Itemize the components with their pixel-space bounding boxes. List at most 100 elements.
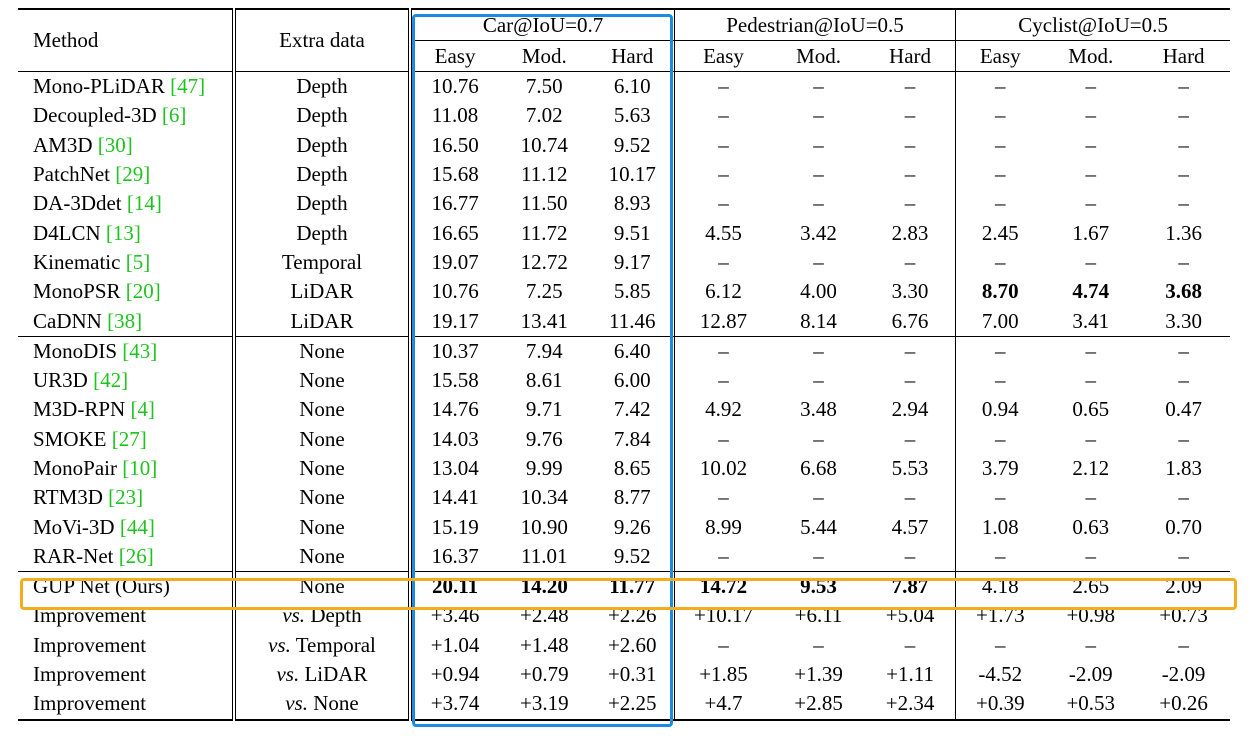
value-cell: – — [718, 191, 729, 216]
extra-data-value: None — [299, 426, 345, 451]
citation-link[interactable]: [5] — [125, 249, 151, 274]
table-row: Improvement vs. None +3.74 +3.19 +2.25 +4.7 +2… — [18, 689, 1230, 721]
value-cell: +3.74 — [410, 689, 498, 721]
citation-link[interactable]: [44] — [119, 514, 155, 539]
method-name: M3D-RPN — [33, 397, 131, 422]
method-name: Improvement — [33, 691, 147, 716]
header-row-1: Method Extra data Car@IoU=0.7 Pedestrian… — [18, 8, 1230, 72]
vs-label: vs. — [276, 662, 300, 687]
citation-link[interactable]: [23] — [108, 485, 144, 510]
extra-data-value: Depth — [296, 132, 348, 157]
table-row: MoVi-3D [44] None 15.19 10.90 9.26 8.99 5.44 4.… — [18, 512, 1230, 542]
table-row: Decoupled-3D [6] Depth 11.08 7.02 5.63 – – – – – – — [18, 101, 1230, 131]
value-cell: -2.09 — [1161, 662, 1206, 687]
method-name: Mono-PLiDAR — [33, 74, 171, 99]
value-cell: +0.79 — [520, 662, 569, 687]
value-cell: -4.52 — [978, 662, 1023, 687]
citation-link[interactable]: [20] — [125, 279, 161, 304]
table-row: Improvement vs. Temporal +1.04 +1.48 +2.60 – –… — [18, 630, 1230, 660]
citation-link[interactable]: [14] — [126, 191, 162, 216]
subheader-mod: Mod. — [1044, 40, 1138, 72]
value-cell: – — [995, 632, 1006, 657]
table-row: RTM3D [23] None 14.41 10.34 8.77 – – – – – – — [18, 483, 1230, 513]
table-row: Kinematic [5] Temporal 19.07 12.72 9.17 – – – – –… — [18, 247, 1230, 278]
subheader-hard: Hard — [590, 40, 675, 72]
method-name: CaDNN — [33, 308, 108, 333]
value-cell: 16.77 — [431, 191, 479, 216]
value-cell: – — [1178, 485, 1189, 510]
value-cell: 8.61 — [525, 368, 563, 393]
citation-link[interactable]: [47] — [170, 74, 206, 99]
value-cell: 4.18 — [955, 571, 1045, 602]
citation-link[interactable]: [29] — [115, 162, 151, 187]
value-cell: – — [813, 543, 824, 568]
extra-data-cell: None — [233, 453, 413, 484]
extra-data-cell: LiDAR — [233, 277, 413, 307]
method-name: SMOKE — [33, 426, 112, 451]
table-row: MonoPair [10] None 13.04 9.99 8.65 10.02 6.68 5… — [18, 453, 1230, 484]
method-cell: MonoPair [10] — [18, 453, 236, 484]
method-cell: MonoDIS [43] — [18, 335, 236, 366]
value-cell: 10.76 — [410, 71, 498, 102]
extra-data-cell: None — [233, 541, 413, 572]
citation-link[interactable]: [10] — [122, 456, 158, 480]
citation-link[interactable]: [43] — [122, 338, 158, 363]
citation-link[interactable]: [13] — [105, 220, 141, 245]
value-cell: 7.94 — [497, 335, 591, 366]
value-cell: – — [1085, 103, 1097, 128]
subheader-easy: Easy — [410, 40, 498, 72]
citation-link[interactable]: [4] — [130, 397, 155, 422]
value-cell: 7.42 — [590, 395, 675, 425]
value-cell: – — [995, 543, 1006, 568]
method-cell: Decoupled-3D [6] — [18, 101, 236, 131]
method-cell: CaDNN [38] — [18, 306, 236, 337]
method-cell: GUP Net (Ours) — [18, 571, 236, 602]
citation-link[interactable]: [38] — [107, 308, 143, 333]
table-row: Improvement vs. LiDAR +0.94 +0.79 +0.31 +1.85… — [18, 659, 1230, 690]
value-cell: 7.87 — [864, 571, 957, 602]
table-row: CaDNN [38] LiDAR 19.17 13.41 11.46 12.87 8.14 6… — [18, 306, 1230, 337]
car-header: Car@IoU=0.7 — [410, 8, 675, 41]
value-cell: 19.07 — [431, 249, 479, 274]
extra-data-cell: Depth — [233, 218, 413, 248]
value-cell: – — [813, 368, 824, 393]
table-row: MonoPSR [20] LiDAR 10.76 7.25 5.85 6.12 4.00 3.… — [18, 277, 1230, 307]
citation-link[interactable]: [26] — [118, 543, 154, 568]
value-cell: 11.46 — [590, 306, 675, 337]
value-cell: +2.85 — [772, 689, 865, 721]
extra-data-cell: None — [233, 483, 413, 513]
value-cell: – — [1044, 71, 1138, 102]
citation-link[interactable]: [6] — [161, 103, 187, 128]
value-cell: 3.42 — [800, 220, 837, 245]
extra-data-value: Depth — [296, 103, 348, 128]
value-cell: 14.72 — [674, 571, 773, 602]
value-cell: – — [864, 483, 957, 513]
extra-data-cell: Depth — [233, 101, 413, 131]
value-cell: 11.01 — [521, 543, 568, 568]
citation-link[interactable]: [42] — [93, 368, 129, 393]
table-row: Mono-PLiDAR [47] Depth 10.76 7.50 6.10– – – – – – — [18, 71, 1230, 102]
extra-data-value: None — [299, 485, 345, 510]
value-cell: +0.26 — [1137, 689, 1230, 721]
citation-link[interactable]: [30] — [97, 132, 133, 157]
value-cell: +2.25 — [590, 689, 675, 721]
method-name: RAR-Net — [33, 543, 119, 568]
value-cell: 10.34 — [520, 485, 568, 510]
value-cell: 13.41 — [520, 308, 568, 333]
extra-data-value: Temporal — [290, 632, 376, 657]
extra-data-cell: vs. Depth — [233, 601, 413, 631]
value-cell: – — [1085, 485, 1097, 510]
table-row: SMOKE [27] None 14.03 9.76 7.84 – – – – – – — [18, 424, 1230, 454]
value-cell: – — [864, 159, 957, 190]
subheader-hard: Hard — [1137, 40, 1230, 72]
value-cell: 7.02 — [525, 103, 563, 128]
extra-data-value: None — [299, 368, 345, 393]
value-cell: 7.50 — [497, 71, 591, 102]
table-row: Improvement vs. Depth +3.46 +2.48 +2.26 +10.1… — [18, 601, 1230, 631]
method-cell: D4LCN [13] — [18, 218, 236, 248]
value-cell: 11.77 — [590, 571, 675, 602]
table-row: M3D-RPN [4] None 14.76 9.71 7.42 4.92 3.48 2.94… — [18, 395, 1230, 425]
citation-link[interactable]: [27] — [111, 426, 147, 451]
value-cell: 4.57 — [864, 512, 957, 542]
value-cell: – — [1178, 368, 1189, 393]
